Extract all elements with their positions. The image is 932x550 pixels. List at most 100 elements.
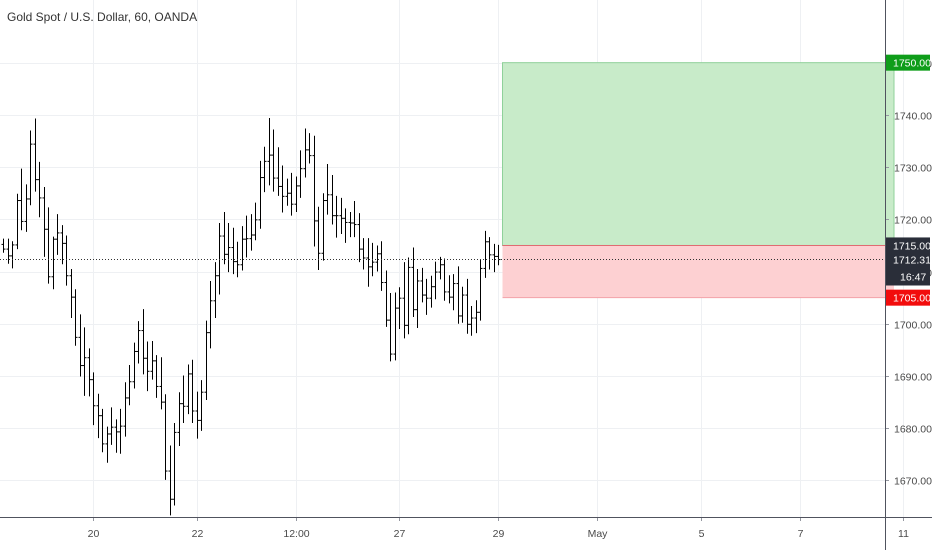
ohlc-bar [204, 320, 209, 401]
x-tick-label: 7 [798, 528, 804, 540]
ohlc-bar [379, 241, 384, 291]
ohlc-bar [96, 393, 101, 439]
x-tick-label: 12:00 [283, 528, 309, 540]
ohlc-bar [132, 342, 137, 389]
ohlc-bar [271, 129, 276, 192]
ohlc-bar [442, 258, 447, 301]
ohlc-bar [100, 408, 105, 453]
ohlc-bar [433, 261, 438, 300]
ohlc-bar [172, 423, 177, 506]
ohlc-bar [82, 327, 87, 396]
y-tick-label: 1720.000 [894, 215, 932, 227]
ohlc-bar [159, 357, 164, 410]
ohlc-bar [334, 195, 339, 238]
ohlc-bar [33, 118, 38, 192]
ohlc-bar [10, 241, 15, 269]
long-position-tool[interactable] [502, 62, 895, 299]
stop-zone[interactable] [502, 245, 895, 298]
ohlc-bar [244, 215, 249, 258]
y-tick-label: 1690.000 [894, 372, 932, 384]
ohlc-bar [222, 212, 227, 265]
ohlc-bar [424, 278, 429, 315]
ohlc-bar [451, 274, 456, 311]
ohlc-bar [208, 280, 213, 349]
ohlc-bar [438, 256, 443, 280]
x-tick-label: 22 [192, 528, 204, 540]
price-badges: 1750.000 1715.000 1705.000 1712.314 16:47 [886, 54, 932, 306]
entry-price-badge: 1715.000 [886, 237, 932, 254]
target-price-badge: 1750.000 [886, 54, 932, 71]
ohlc-bar [46, 207, 51, 284]
ohlc-bar [303, 128, 308, 178]
ohlc-bar [469, 306, 474, 336]
ohlc-bar [280, 165, 285, 213]
ohlc-bar [64, 235, 69, 286]
ohlc-bar [361, 238, 366, 270]
ohlc-bar [19, 168, 24, 231]
ohlc-bar [406, 257, 411, 335]
ohlc-bar [60, 225, 65, 265]
ohlc-bar [231, 227, 236, 275]
ohlc-bar [168, 445, 173, 516]
ohlc-bar [195, 391, 200, 439]
ohlc-bar [28, 130, 33, 206]
ohlc-bar [24, 184, 29, 232]
x-axis-labels[interactable]: 20 22 12:00 27 29 May 5 7 11 [88, 528, 909, 540]
ohlc-bar [118, 408, 123, 454]
ohlc-bar [55, 214, 60, 255]
ohlc-bar [240, 226, 245, 271]
ohlc-bar [456, 266, 461, 324]
ohlc-bar [145, 341, 150, 392]
ohlc-bar [177, 392, 182, 446]
ohlc-bar [190, 359, 195, 423]
profit-zone[interactable] [502, 62, 895, 246]
ohlc-bar [114, 419, 119, 453]
ohlc-bar [78, 314, 83, 377]
ohlc-bar [420, 267, 425, 303]
ohlc-bar [447, 275, 452, 304]
ohlc-bar [1, 238, 6, 253]
ohlc-bar [388, 292, 393, 362]
ohlc-bar [483, 230, 488, 278]
ohlc-bar [181, 375, 186, 423]
svg-text:1705.000: 1705.000 [893, 293, 932, 305]
ohlc-bar [375, 245, 380, 272]
ohlc-bar [91, 372, 96, 426]
ohlc-bar [343, 208, 348, 243]
ohlc-bar [123, 382, 128, 437]
ohlc-bar [465, 278, 470, 334]
ohlc-bar [496, 244, 501, 266]
ohlc-bar [141, 309, 146, 375]
ohlc-bar [397, 287, 402, 329]
ohlc-bar [262, 146, 267, 193]
ohlc-bar [487, 237, 492, 270]
x-tick-label: 5 [699, 528, 705, 540]
y-tick-label: 1680.000 [894, 424, 932, 436]
ohlc-bar [294, 176, 299, 213]
x-tick-label: 20 [88, 528, 100, 540]
y-tick-label: 1740.000 [894, 111, 932, 123]
ohlc-bar [307, 133, 312, 164]
ohlc-bar [429, 275, 434, 308]
ohlc-bar [258, 160, 263, 229]
ohlc-bar [384, 270, 389, 327]
y-tick-label: 1700.000 [894, 320, 932, 332]
bar-countdown: 16:47 [900, 272, 926, 284]
ohlc-bar [6, 238, 11, 264]
ohlc-bar [51, 236, 56, 290]
chart-title: Gold Spot / U.S. Dollar, 60, OANDA [7, 10, 197, 24]
ohlc-series [1, 118, 501, 516]
ohlc-bar [478, 259, 483, 321]
ohlc-bar [15, 193, 20, 250]
x-tick-label: 11 [898, 528, 909, 540]
y-tick-label: 1670.000 [894, 476, 932, 488]
last-price-badge: 1712.314 16:47 [886, 251, 932, 286]
ohlc-bar [366, 238, 371, 287]
x-tick-label: 27 [394, 528, 406, 540]
ohlc-bar [226, 222, 231, 273]
ohlc-bar [37, 161, 42, 218]
ohlc-bar [213, 262, 218, 319]
ohlc-bar [150, 341, 155, 380]
